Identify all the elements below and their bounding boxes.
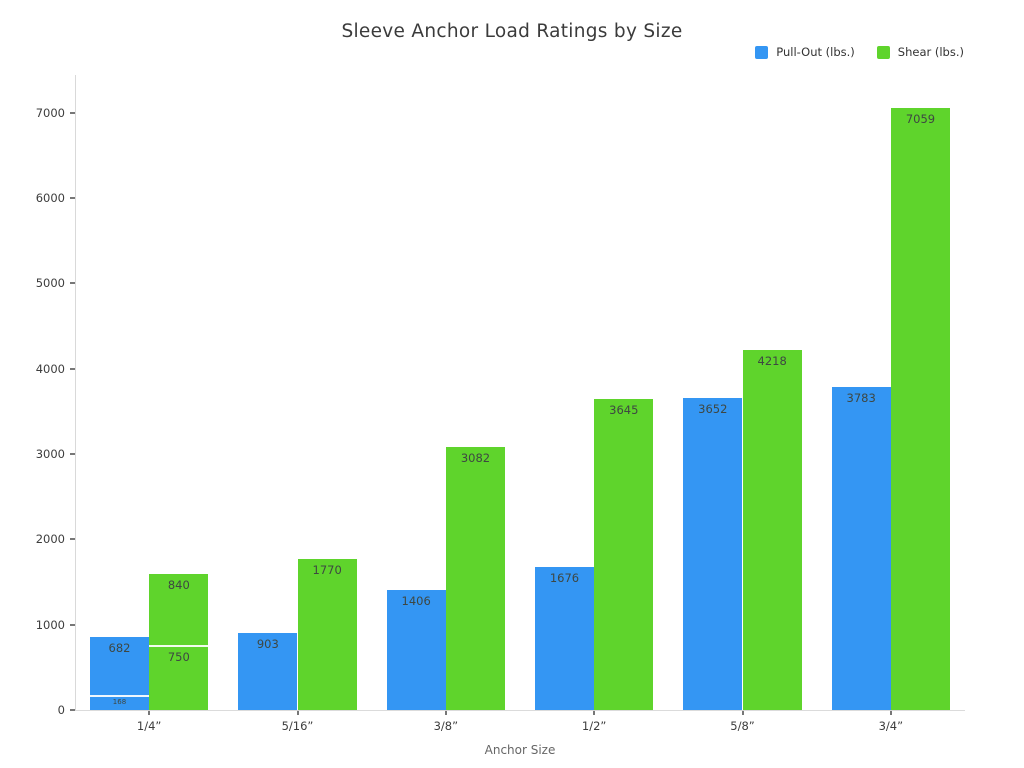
segment-divider: [149, 645, 209, 647]
chart-title: Sleeve Anchor Load Ratings by Size: [341, 21, 683, 42]
y-tick-label: 1000: [35, 617, 65, 632]
bar-value-label: 903: [256, 636, 279, 651]
x-tick-label: 1/2”: [581, 719, 607, 733]
y-tick-label: 3000: [35, 446, 65, 461]
bar-segment: [149, 574, 209, 646]
bar-segment: [297, 558, 357, 710]
y-tick-label: 2000: [35, 532, 65, 547]
bar-segment: [445, 446, 506, 710]
bar-segment: [238, 632, 298, 710]
x-tick-mark: [444, 710, 447, 715]
legend: Pull-Out (lbs.) Shear (lbs.): [755, 45, 964, 59]
x-tick-mark: [741, 710, 744, 715]
pull-out-swatch-icon: [755, 45, 769, 59]
x-axis-line: [75, 710, 965, 711]
bar-value-label: 840: [167, 578, 190, 593]
y-axis-line: [75, 75, 76, 710]
y-tick-mark: [70, 709, 75, 711]
bar-value-label: 3082: [460, 450, 491, 465]
x-tick-label: 5/8”: [730, 719, 755, 733]
bar-value-label: 4218: [757, 353, 787, 368]
y-tick-mark: [70, 196, 75, 199]
y-tick-mark: [70, 623, 75, 626]
bar-value-label: 750: [167, 649, 190, 664]
legend-item-shear: Shear (lbs.): [876, 45, 964, 59]
y-tick-mark: [70, 452, 75, 455]
bar-value-label: 1406: [401, 593, 431, 608]
x-tick-mark: [296, 710, 299, 715]
x-tick-label: 5/16”: [281, 719, 314, 733]
bar-value-label: 682: [108, 641, 131, 656]
bar-value-label: 3652: [698, 402, 728, 417]
x-tick-label: 3/8”: [433, 719, 459, 733]
bar-segment: [890, 107, 951, 710]
plot-area: 0 1000 2000 3000 4000 5000 6000 7000 1/4” 5/16” 3/…: [36, 75, 965, 733]
bar-value-label: 3645: [609, 402, 639, 417]
bar-segment: [534, 566, 595, 710]
bar-value-label: 3783: [846, 391, 876, 406]
bar-segment: [831, 387, 891, 710]
x-axis-title: Anchor Size: [484, 743, 556, 757]
legend-label: Shear (lbs.): [897, 45, 964, 59]
bar-segment: [89, 637, 150, 696]
legend-label: Pull-Out (lbs.): [776, 45, 855, 59]
bar-segment: [742, 350, 802, 710]
y-tick-label: 4000: [35, 361, 65, 376]
bar-segment: [683, 398, 743, 710]
y-tick-label: 5000: [35, 276, 65, 291]
x-tick-mark: [889, 710, 892, 715]
bar-segment: [89, 695, 150, 710]
y-tick-mark: [70, 538, 75, 541]
bar-segment: [386, 590, 446, 710]
y-tick-mark: [70, 111, 75, 114]
segment-divider: [89, 694, 150, 697]
y-tick-mark: [70, 282, 75, 285]
bar-value-label: 168: [112, 697, 127, 706]
x-tick-label: 1/4”: [136, 719, 162, 733]
y-tick-mark: [70, 367, 75, 370]
x-tick-mark: [593, 710, 596, 715]
shear-swatch-icon: [876, 45, 890, 59]
bar-segment: [149, 646, 209, 710]
y-tick-label: 6000: [35, 190, 65, 205]
x-tick-mark: [148, 710, 151, 715]
bar-value-label: 1676: [549, 570, 580, 585]
legend-item-pull-out: Pull-Out (lbs.): [755, 45, 855, 59]
bar-value-label: 7059: [905, 111, 936, 126]
y-tick-label: 0: [57, 703, 65, 717]
bar-segment: [594, 398, 654, 710]
x-tick-label: 3/4”: [878, 719, 904, 733]
y-tick-label: 7000: [35, 105, 65, 120]
bar-value-label: 1770: [312, 562, 342, 577]
